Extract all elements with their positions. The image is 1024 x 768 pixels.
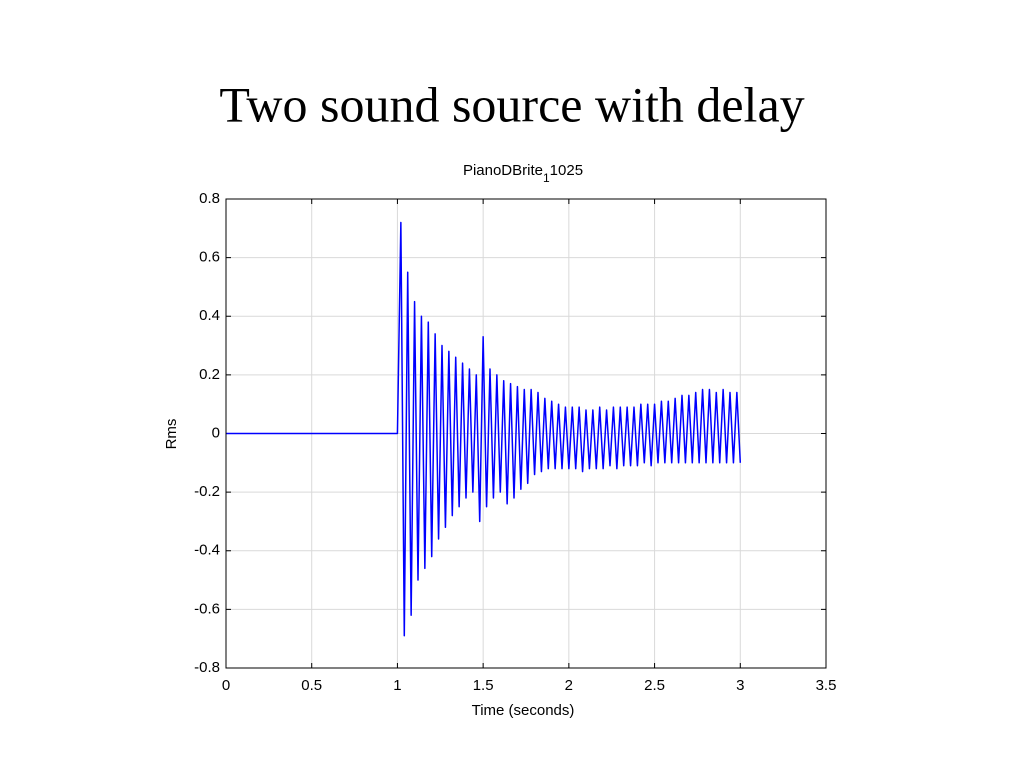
- y-tick-label: 0.6: [199, 249, 220, 266]
- plot-frame: [225, 198, 827, 669]
- chart-title-main: PianoDBrite: [463, 162, 543, 179]
- waveform: [226, 221, 742, 637]
- y-tick-label: -0.6: [194, 600, 220, 617]
- chart-title-subscript: 1: [543, 171, 550, 185]
- slide-title: Two sound source with delay: [219, 76, 804, 132]
- x-tick-label: 3: [736, 677, 744, 694]
- x-axis-label: Time (seconds): [472, 702, 575, 719]
- x-tick-label: 3.5: [816, 677, 837, 694]
- x-tick-label: 2.5: [644, 677, 665, 694]
- x-tick-label: 0.5: [301, 677, 322, 694]
- y-tick-label: 0.2: [199, 366, 220, 383]
- x-tick-label: 2: [565, 677, 573, 694]
- chart-title: PianoDBrite11025: [463, 162, 583, 185]
- y-axis-label: Rms: [163, 419, 180, 450]
- x-tick-label: 1: [393, 677, 401, 694]
- y-tick-label: 0.8: [199, 190, 220, 207]
- y-tick-label: 0: [212, 424, 220, 441]
- plot-area: 0 0.5 1 1.5 2 2.5 3 3.5 -0.8 -0.6 -0.4 -0.2 0 0.2 0.4 0…: [194, 190, 836, 694]
- x-tick-label: 1.5: [473, 677, 494, 694]
- y-tick-label: -0.4: [194, 542, 220, 559]
- y-tick-label: -0.8: [194, 659, 220, 676]
- x-tick-label: 0: [222, 677, 230, 694]
- chart-title-suffix: 1025: [550, 162, 583, 179]
- y-tick-label: -0.2: [194, 483, 220, 500]
- y-tick-label: 0.4: [199, 307, 220, 324]
